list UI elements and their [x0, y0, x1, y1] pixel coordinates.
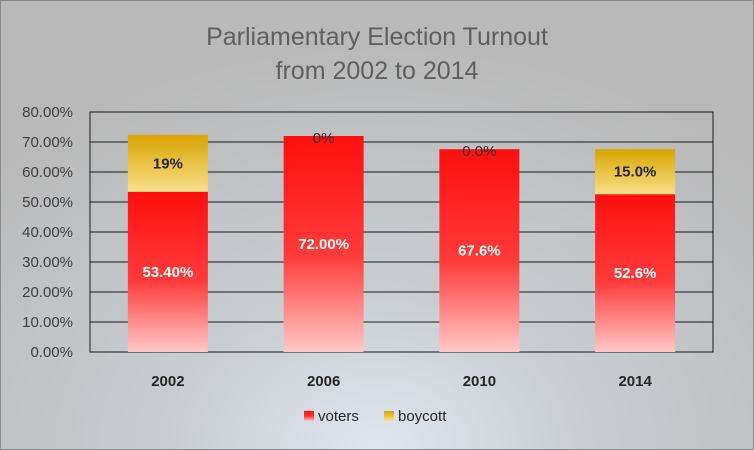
x-tick-label: 2006 [307, 373, 340, 390]
chart-title-line-2: from 2002 to 2014 [276, 57, 479, 85]
chart-title-line-1: Parliamentary Election Turnout [206, 23, 548, 51]
legend-swatch-boycott [384, 411, 394, 421]
x-axis-categories: 2002 2006 2010 2014 [151, 373, 652, 390]
data-label-voters: 53.40% [142, 264, 193, 281]
data-label-voters: 72.00% [298, 236, 349, 253]
data-label-voters: 67.6% [458, 243, 501, 260]
legend-swatch-voters [304, 411, 314, 421]
y-tick-label: 60.00% [22, 164, 73, 181]
y-tick-label: 70.00% [22, 134, 73, 151]
x-tick-label: 2014 [618, 373, 652, 390]
y-axis-ticks: 0.00% 10.00% 20.00% 30.00% 40.00% 50.00% 60.00… [22, 104, 73, 361]
legend-label-boycott: boycott [398, 408, 447, 425]
y-tick-label: 30.00% [22, 254, 73, 271]
data-labels: 53.40% 19% 72.00% 0% 67.6% 0.0% 52.6% 15.0% [142, 130, 656, 282]
legend-label-voters: voters [318, 408, 359, 425]
x-tick-label: 2010 [463, 373, 496, 390]
bar-boycott [127, 134, 208, 192]
y-tick-label: 50.00% [22, 194, 73, 211]
bar-voters [595, 194, 676, 352]
y-tick-label: 0.00% [30, 344, 73, 361]
y-tick-label: 80.00% [22, 104, 73, 121]
data-label-voters: 52.6% [614, 265, 657, 282]
y-tick-label: 40.00% [22, 224, 73, 241]
data-label-boycott: 19% [153, 155, 183, 172]
bars [127, 134, 676, 352]
data-label-boycott: 0% [313, 130, 335, 147]
x-tick-label: 2002 [151, 373, 184, 390]
data-label-boycott: 15.0% [614, 164, 657, 181]
y-tick-label: 10.00% [22, 314, 73, 331]
bar-voters [439, 149, 520, 352]
legend: voters boycott [304, 408, 447, 425]
y-tick-label: 20.00% [22, 284, 73, 301]
bar-boycott [595, 149, 676, 195]
data-label-boycott: 0.0% [462, 143, 496, 160]
bar-voters [127, 191, 208, 352]
bar-voters [283, 136, 364, 352]
